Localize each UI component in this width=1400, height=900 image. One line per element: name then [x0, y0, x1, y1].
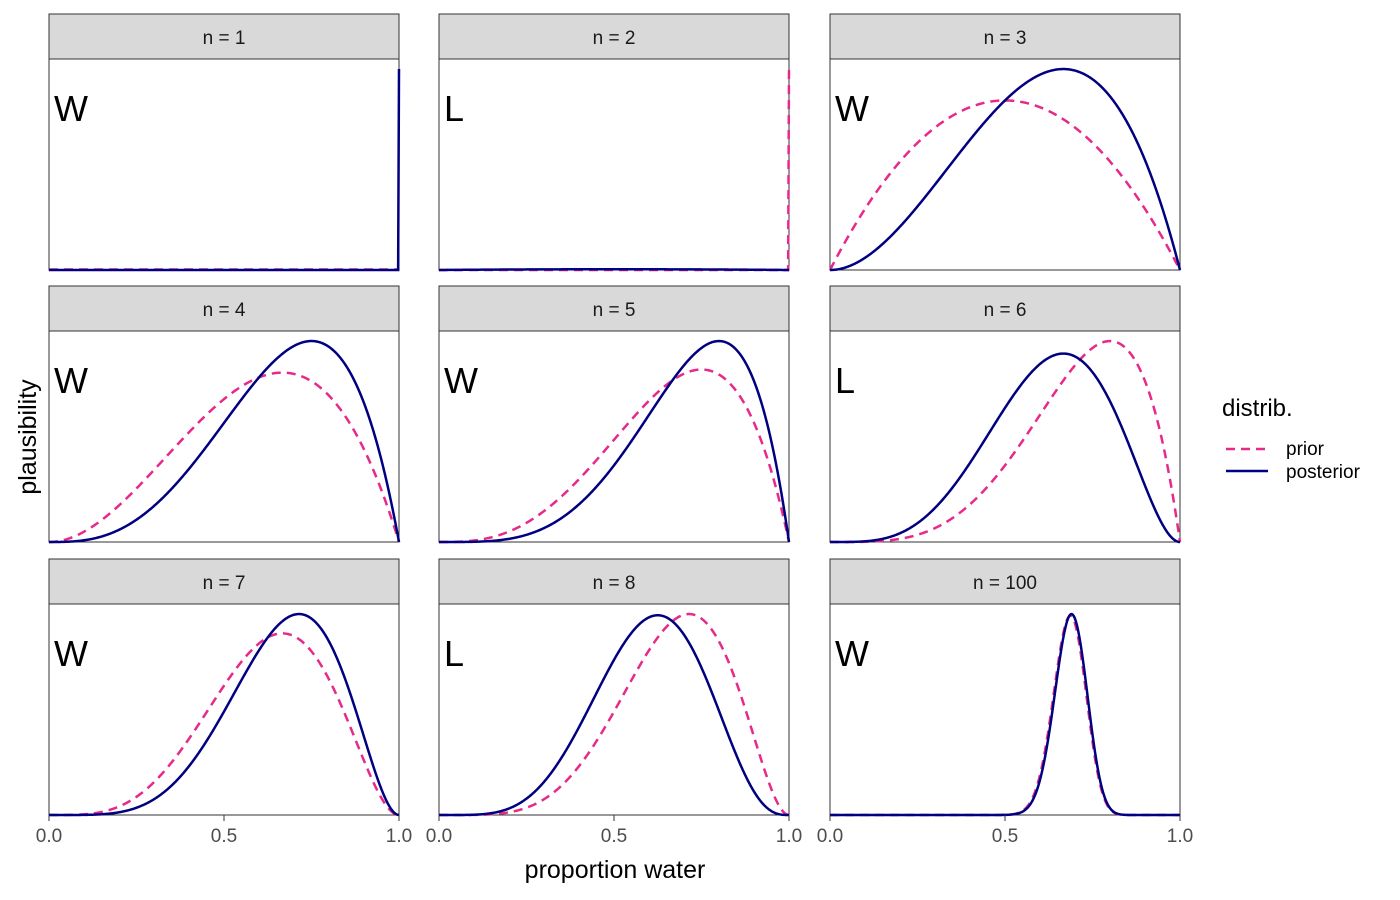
facet-label: n = 4 [203, 300, 246, 321]
facet-strip [829, 558, 1181, 605]
facet-plot-area [438, 58, 790, 271]
facet-panel: n = 8 L 0.0 0.5 1.0 [426, 558, 802, 847]
posterior-line [49, 69, 401, 272]
facet-strip [48, 13, 400, 60]
facet-panel: n = 2 L [438, 13, 791, 272]
facets-layer: n = 1 Wn = 2 Ln = 3 Wn = 4 Wn = 5 Wn = 6 Ln = … [36, 13, 1193, 847]
x-tick-label: 1.0 [776, 826, 802, 847]
facet-panel: n = 1 W [48, 13, 401, 272]
facet-plot-area [829, 330, 1181, 543]
facet-label: n = 6 [984, 300, 1027, 321]
facet-panel: n = 5 W [438, 285, 791, 544]
toss-annotation: W [444, 360, 478, 401]
facet-strip [48, 285, 400, 332]
facet-strip [829, 285, 1181, 332]
legend-label-posterior: posterior [1286, 462, 1361, 483]
toss-annotation: W [835, 88, 869, 129]
toss-annotation: W [54, 88, 88, 129]
toss-annotation: W [835, 633, 869, 674]
y-axis-label: plausibility [14, 379, 42, 495]
x-tick-label: 0.0 [426, 826, 452, 847]
posterior-line [49, 612, 400, 817]
posterior-line [438, 268, 790, 272]
facet-plot-area [438, 603, 790, 816]
prior-line [48, 371, 401, 544]
facet-strip [829, 13, 1181, 60]
facet-label: n = 100 [973, 573, 1037, 594]
facet-label: n = 3 [984, 28, 1027, 49]
facet-label: n = 5 [593, 300, 636, 321]
legend-label-prior: prior [1286, 439, 1325, 460]
toss-annotation: W [54, 360, 88, 401]
posterior-line [439, 613, 789, 817]
x-tick-label: 1.0 [386, 826, 412, 847]
facet-plot-area [829, 603, 1181, 816]
facet-label: n = 1 [203, 28, 246, 49]
x-tick-label: 0.5 [211, 826, 237, 847]
posterior-line [830, 352, 1181, 544]
facet-plot-area [829, 58, 1181, 271]
facet-plot-area [438, 330, 790, 543]
facet-strip [438, 13, 790, 60]
prior-line [49, 632, 400, 817]
facet-panel: n = 100 W 0.0 0.5 1.0 [817, 558, 1193, 847]
facet-strip [438, 558, 790, 605]
facet-panel: n = 4 W [48, 285, 401, 544]
x-tick-label: 0.5 [601, 826, 627, 847]
posterior-line [49, 339, 401, 544]
facet-panel: n = 6 L [829, 285, 1182, 544]
x-tick-label: 0.0 [36, 826, 62, 847]
x-axis-label: proportion water [525, 856, 706, 884]
facet-label: n = 2 [593, 28, 636, 49]
facet-plot-area [48, 330, 400, 543]
toss-annotation: L [444, 633, 464, 674]
facet-panel: n = 3 W [828, 13, 1182, 272]
facet-strip [438, 285, 790, 332]
facet-label: n = 7 [203, 573, 246, 594]
posterior-line [829, 67, 1182, 272]
prior-line [439, 368, 791, 544]
posterior-line [830, 612, 1180, 817]
legend-title: distrib. [1222, 395, 1293, 422]
prior-line [830, 339, 1182, 544]
toss-annotation: L [444, 88, 464, 129]
facet-panel: n = 7 W 0.0 0.5 1.0 [36, 558, 412, 847]
x-tick-label: 0.0 [817, 826, 843, 847]
posterior-line [439, 339, 791, 544]
legend: distrib. prior posterior [1222, 395, 1361, 483]
facet-label: n = 8 [593, 573, 636, 594]
toss-annotation: L [835, 360, 855, 401]
facet-plot-area [48, 58, 400, 271]
toss-annotation: W [54, 633, 88, 674]
x-tick-label: 1.0 [1167, 826, 1193, 847]
prior-line [828, 99, 1182, 271]
x-tick-label: 0.5 [992, 826, 1018, 847]
